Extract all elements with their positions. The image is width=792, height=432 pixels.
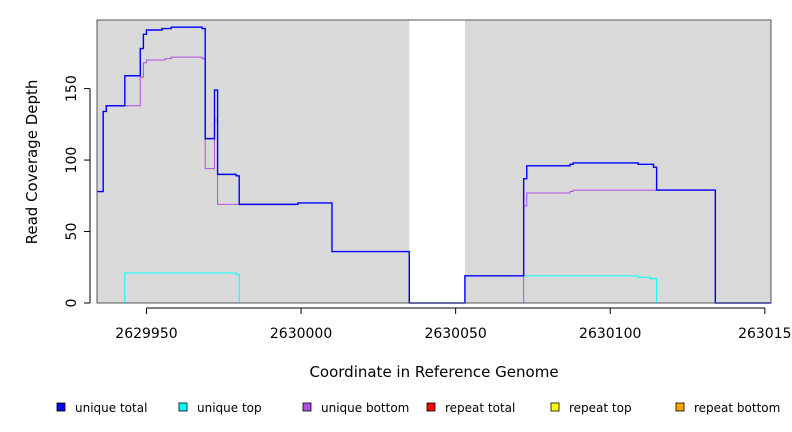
shaded-region-1 [97, 20, 410, 303]
y-axis-title: Read Coverage Depth [23, 80, 41, 245]
legend-label: repeat top [569, 401, 632, 415]
legend-label: repeat bottom [694, 401, 780, 415]
legend-label: repeat total [445, 401, 515, 415]
y-tick-label: 0 [64, 299, 80, 308]
x-tick-label: 263015 [738, 326, 791, 342]
legend-swatch-repeat-top [550, 402, 560, 412]
legend-swatch-unique-bottom [302, 402, 312, 412]
x-tick-label: 2629950 [115, 326, 177, 342]
y-tick-label: 150 [64, 75, 80, 102]
legend-label: unique top [197, 401, 262, 415]
series-line-unique-total [97, 26, 771, 304]
x-tick-label: 2630000 [270, 326, 332, 342]
y-tick-label: 50 [64, 223, 80, 241]
x-axis-title: Coordinate in Reference Genome [309, 363, 558, 381]
x-tick-label: 2630100 [579, 326, 641, 342]
x-axis: 2629950 2630000 2630050 2630100 263015 [115, 307, 792, 342]
shaded-regions [97, 20, 771, 303]
legend-swatch-repeat-bottom [675, 402, 685, 412]
legend-swatch-unique-total [56, 402, 66, 412]
shaded-region-2 [464, 20, 771, 303]
legend-swatch-unique-top [178, 402, 188, 412]
legend-label: unique total [75, 401, 147, 415]
y-tick-label: 100 [64, 147, 80, 174]
x-tick-label: 2630050 [424, 326, 486, 342]
legend-label: unique bottom [321, 401, 409, 415]
y-axis: 0 50 100 150 [64, 75, 91, 308]
plot-frame [96, 19, 772, 304]
legend-swatch-repeat-total [426, 402, 436, 412]
legend: unique total unique top unique bottom repea… [56, 401, 780, 415]
